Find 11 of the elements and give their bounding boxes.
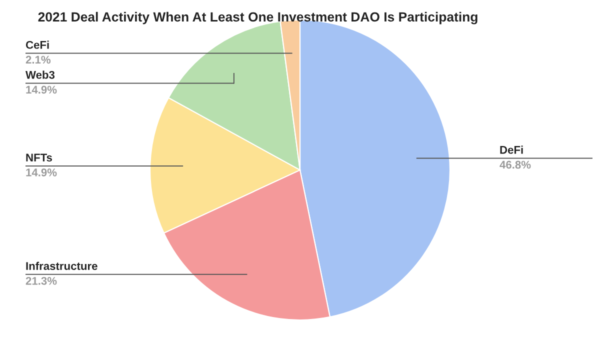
data-label: 46.8% — [500, 160, 531, 169]
slice-label: Web3 — [26, 70, 55, 79]
data-label: 14.9% — [26, 168, 57, 176]
slice-label: NFTs — [26, 154, 52, 162]
chart-title: 2021 Deal Activity When At Least One Investment DAO Is Participating — [38, 12, 478, 24]
slice-label: Infrastructure — [26, 262, 98, 270]
data-label: 2.1% — [26, 56, 51, 64]
slice-label: DeFi — [500, 146, 523, 154]
data-label: 21.3% — [26, 276, 57, 285]
slice-label: CeFi — [26, 40, 49, 49]
data-label: 14.9% — [26, 86, 57, 94]
